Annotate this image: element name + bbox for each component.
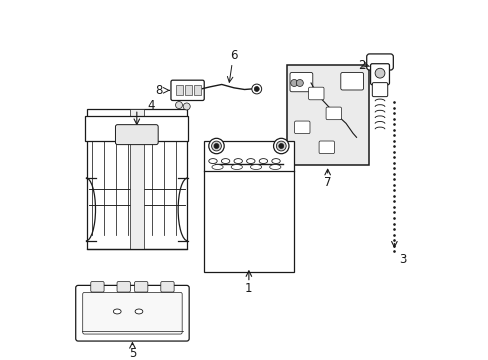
Bar [194, 85, 200, 95]
Circle shape [374, 68, 384, 78]
Bar [208, 175, 289, 268]
FancyBboxPatch shape [308, 87, 324, 100]
Bar [204, 141, 293, 272]
Circle shape [290, 80, 297, 86]
Circle shape [214, 144, 219, 148]
Text: 7: 7 [323, 176, 331, 189]
Circle shape [273, 138, 288, 154]
FancyBboxPatch shape [161, 282, 174, 292]
FancyBboxPatch shape [370, 64, 388, 85]
FancyBboxPatch shape [134, 282, 147, 292]
Circle shape [211, 141, 221, 151]
Circle shape [208, 138, 224, 154]
Bar [286, 66, 368, 165]
FancyBboxPatch shape [76, 285, 189, 341]
Circle shape [183, 103, 190, 110]
FancyBboxPatch shape [371, 83, 387, 96]
FancyBboxPatch shape [91, 282, 104, 292]
FancyBboxPatch shape [366, 54, 392, 70]
Ellipse shape [234, 159, 242, 163]
Circle shape [296, 80, 303, 86]
Ellipse shape [269, 165, 280, 170]
Ellipse shape [250, 165, 261, 170]
Circle shape [276, 141, 285, 151]
FancyBboxPatch shape [319, 141, 334, 154]
Circle shape [254, 86, 259, 91]
FancyBboxPatch shape [85, 116, 188, 141]
Text: 8: 8 [155, 84, 163, 97]
Ellipse shape [259, 159, 267, 163]
Ellipse shape [231, 165, 242, 170]
Ellipse shape [208, 159, 217, 163]
Text: 1: 1 [244, 282, 252, 296]
Ellipse shape [271, 159, 280, 163]
Ellipse shape [246, 159, 254, 163]
FancyBboxPatch shape [340, 72, 363, 90]
Bar [176, 85, 182, 95]
FancyBboxPatch shape [82, 292, 182, 334]
Circle shape [251, 84, 261, 94]
FancyBboxPatch shape [117, 282, 130, 292]
FancyBboxPatch shape [115, 125, 158, 145]
FancyBboxPatch shape [289, 72, 312, 92]
Bar [185, 85, 191, 95]
FancyBboxPatch shape [171, 80, 204, 100]
Ellipse shape [135, 309, 142, 314]
Circle shape [175, 102, 182, 109]
Bar [87, 109, 186, 249]
Text: 6: 6 [230, 49, 237, 62]
Text: 2: 2 [357, 59, 365, 72]
FancyBboxPatch shape [294, 121, 309, 134]
Ellipse shape [113, 309, 121, 314]
Circle shape [278, 144, 283, 148]
Ellipse shape [221, 159, 229, 163]
FancyBboxPatch shape [325, 107, 341, 120]
Text: 4: 4 [147, 99, 154, 112]
Bar [129, 109, 143, 249]
Text: 3: 3 [399, 253, 406, 266]
Text: 5: 5 [128, 347, 136, 360]
Ellipse shape [211, 165, 223, 170]
